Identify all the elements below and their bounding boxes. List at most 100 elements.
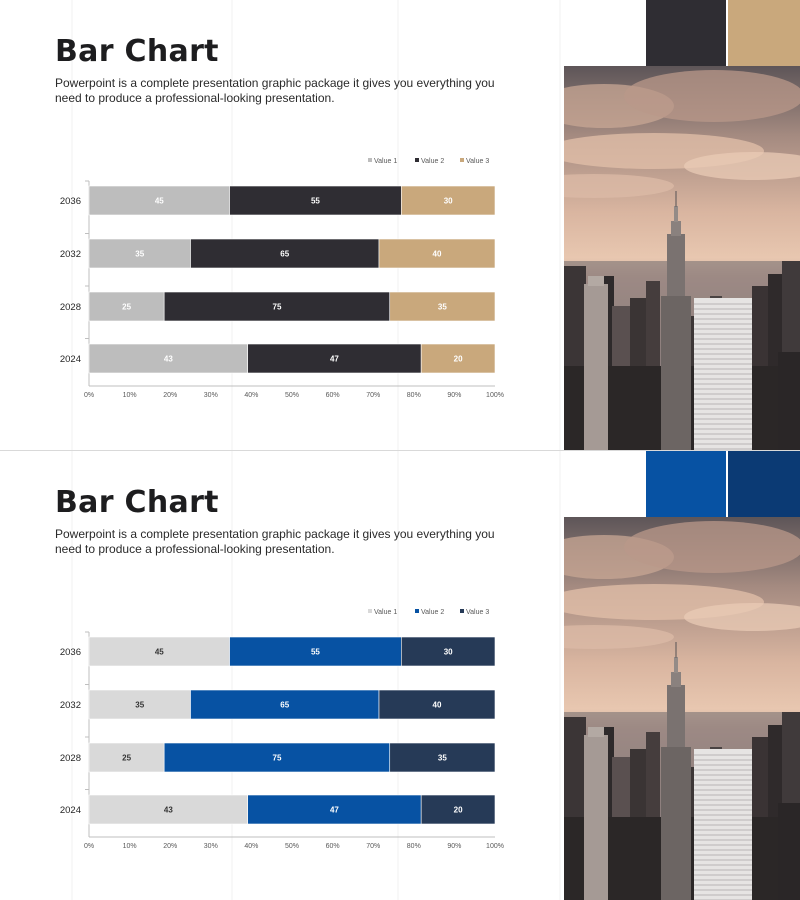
tower-left (584, 284, 608, 450)
x-tick-label: 80% (407, 843, 421, 850)
bar-segment (88, 636, 230, 667)
empire-state-upper (671, 221, 681, 236)
bar-data-label: 40 (433, 701, 442, 710)
bar-segment (163, 742, 391, 773)
x-tick-label: 70% (366, 392, 380, 399)
legend-marker (415, 158, 419, 162)
y-tick-label: 2036 (60, 196, 81, 207)
cloud (684, 603, 800, 631)
bar-segment (88, 689, 191, 720)
cloud (564, 625, 674, 649)
white-office-tower (694, 749, 752, 900)
bar-segment (401, 636, 496, 667)
bar-data-label: 20 (454, 355, 463, 364)
cloud (684, 152, 800, 180)
tower-left-top (588, 276, 604, 286)
bar-data-label: 43 (164, 355, 173, 364)
legend-label: Value 3 (466, 609, 489, 616)
legend-marker (368, 158, 372, 162)
x-tick-label: 10% (123, 392, 137, 399)
bar-data-label: 65 (280, 250, 289, 259)
x-tick-label: 30% (204, 392, 218, 399)
bar-segment (88, 185, 230, 216)
x-tick-label: 90% (447, 843, 461, 850)
x-tick-label: 0% (84, 843, 94, 850)
x-tick-label: 100% (486, 843, 504, 850)
legend-marker (460, 609, 464, 613)
slide-1: Bar Chart Powerpoint is a complete prese… (55, 0, 800, 450)
x-tick-label: 40% (244, 843, 258, 850)
bar-data-label: 55 (311, 197, 320, 206)
bar-segment (229, 185, 402, 216)
bar-segment (401, 185, 496, 216)
bar-data-label: 55 (311, 648, 320, 657)
color-swatch-2 (728, 0, 800, 66)
x-tick-label: 30% (204, 843, 218, 850)
bar-segment (88, 238, 191, 269)
bar-segment (389, 291, 496, 322)
bar-segment (163, 291, 391, 322)
legend-marker (368, 609, 372, 613)
tower-right (778, 803, 800, 900)
x-tick-label: 70% (366, 843, 380, 850)
y-tick-label: 2032 (60, 249, 81, 260)
bar-segment (88, 291, 165, 322)
bar-data-label: 25 (122, 754, 131, 763)
city-skyline-photo (564, 66, 800, 450)
y-tick-label: 2028 (60, 753, 81, 764)
y-tick-label: 2028 (60, 302, 81, 313)
x-tick-label: 100% (486, 392, 504, 399)
bar-data-label: 35 (438, 754, 447, 763)
empire-state-crown (674, 657, 678, 673)
cloud (564, 174, 674, 198)
stacked-bar-chart: 0% 10% 20% 30% 40% 50% 60% 70% 80% 90% 100% 2024 43 4… (60, 609, 504, 850)
bar-data-label: 43 (164, 806, 173, 815)
bar-data-label: 35 (438, 303, 447, 312)
x-tick-label: 10% (123, 843, 137, 850)
legend-label: Value 1 (374, 158, 397, 165)
x-tick-label: 60% (326, 392, 340, 399)
bar-segment (378, 238, 496, 269)
x-tick-label: 0% (84, 392, 94, 399)
bar-data-label: 47 (330, 806, 339, 815)
bar-data-label: 75 (273, 754, 282, 763)
x-tick-label: 60% (326, 843, 340, 850)
legend-marker (460, 158, 464, 162)
color-swatch-1 (646, 0, 726, 66)
bar-segment (420, 343, 496, 374)
legend-marker (415, 609, 419, 613)
y-tick-label: 2024 (60, 354, 81, 365)
bar-segment (190, 238, 380, 269)
bar-data-label: 20 (454, 806, 463, 815)
bar-data-label: 45 (155, 648, 164, 657)
bar-segment (389, 742, 496, 773)
bar-segment (88, 742, 165, 773)
legend-label: Value 2 (421, 609, 444, 616)
y-tick-label: 2032 (60, 700, 81, 711)
bar-data-label: 65 (280, 701, 289, 710)
background-guide-lines (71, 451, 561, 900)
legend-label: Value 2 (421, 158, 444, 165)
stacked-bar-chart: 0% 10% 20% 30% 40% 50% 60% 70% 80% 90% 100% 2024 43 4… (60, 158, 504, 399)
bar-data-label: 40 (433, 250, 442, 259)
slide-title: Bar Chart (55, 34, 219, 69)
empire-state-crown (674, 206, 678, 222)
bar-data-label: 45 (155, 197, 164, 206)
slide-description: Powerpoint is a complete presentation gr… (55, 76, 495, 105)
empire-state-upper (671, 672, 681, 687)
legend-label: Value 1 (374, 609, 397, 616)
bar-data-label: 35 (135, 250, 144, 259)
bar-segment (247, 343, 422, 374)
bar-data-label: 25 (122, 303, 131, 312)
slide-description: Powerpoint is a complete presentation gr… (55, 527, 495, 556)
bar-data-label: 35 (135, 701, 144, 710)
x-tick-label: 20% (163, 843, 177, 850)
y-tick-label: 2024 (60, 805, 81, 816)
slide-2: Bar Chart Powerpoint is a complete prese… (0, 450, 800, 900)
bar-data-label: 47 (330, 355, 339, 364)
bar-data-label: 75 (273, 303, 282, 312)
x-tick-label: 50% (285, 843, 299, 850)
cloud (624, 521, 800, 573)
bar-data-label: 30 (444, 197, 453, 206)
tower-left (584, 735, 608, 900)
